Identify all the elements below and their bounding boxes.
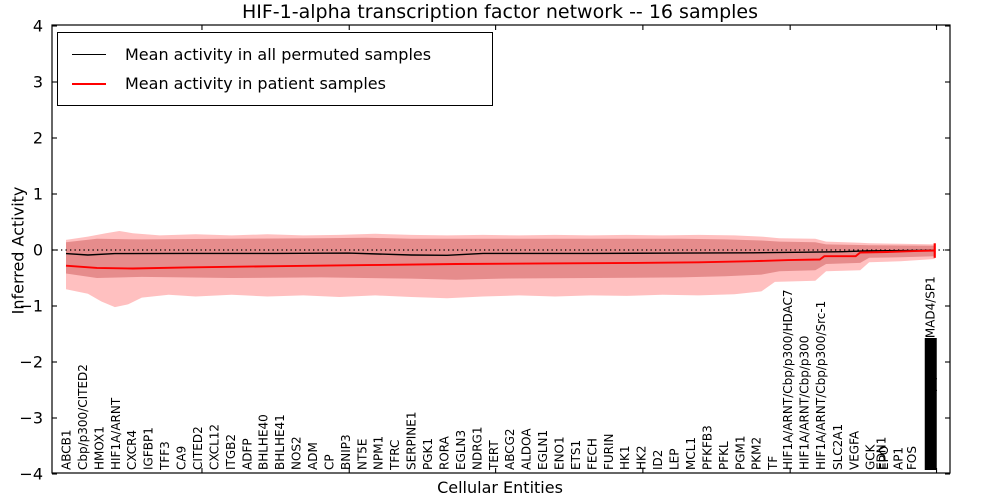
chart-title: HIF-1-alpha transcription factor network… xyxy=(241,1,759,23)
x-tick-label: PGM1 xyxy=(733,435,747,470)
x-tick-label: EDN1 xyxy=(874,437,888,470)
x-tick-label: IGFBP1 xyxy=(142,427,156,470)
x-tick-label: PKM2 xyxy=(750,437,764,470)
x-tick-label: CXCL12 xyxy=(207,424,221,470)
x-tick-label: FURIN xyxy=(602,433,616,470)
permuted-mean-line xyxy=(65,249,935,257)
x-tick-label: HIF1A/ARNT/Cbp/p300/Src-1 xyxy=(814,301,828,470)
x-tick-label-cluster: Cbp/p300/SMAD4/SP1 xyxy=(924,276,938,408)
x-tick-label: FECH xyxy=(585,438,599,470)
x-tick-label: HMOX1 xyxy=(92,426,106,470)
x-tick-label: SERPINE1 xyxy=(405,411,419,470)
x-tick-label: FOS xyxy=(905,446,919,470)
x-tick-label: RORA xyxy=(437,435,451,470)
x-tick-label: ALDOA xyxy=(520,428,534,470)
band-permuted-samples-band xyxy=(66,237,935,280)
x-tick-label: HIF1A/ARNT xyxy=(109,397,123,470)
x-tick-label: EGLN3 xyxy=(454,430,468,470)
legend-entry-permuted: Mean activity in all permuted samples xyxy=(72,40,492,69)
x-tick-label: ADFP xyxy=(240,438,254,470)
x-tick-label: ITGB2 xyxy=(224,434,238,470)
x-tick-label: ABCG2 xyxy=(503,428,517,470)
x-tick-label: SLC2A1 xyxy=(831,424,845,470)
x-tick-label: ID2 xyxy=(651,450,665,470)
band-patient-samples-band xyxy=(66,231,935,308)
y-tick-label: −3 xyxy=(19,409,43,428)
y-tick-label: −1 xyxy=(19,297,43,316)
x-tick-label: EPO xyxy=(877,446,891,470)
y-tick-label: −2 xyxy=(19,353,43,372)
x-tick-label: PGK1 xyxy=(421,438,435,470)
patient-mean-line xyxy=(65,249,935,270)
legend-label-patient: Mean activity in patient samples xyxy=(125,73,386,93)
x-tick-label: ENO1 xyxy=(553,436,567,470)
axes-frame xyxy=(51,24,951,474)
x-tick-label: CITED2 xyxy=(191,426,205,470)
x-tick-label: NT5E xyxy=(355,438,369,470)
x-tick-label: PFKFB3 xyxy=(700,425,714,470)
x-tick-label: TFF3 xyxy=(158,441,172,471)
y-tick-label: 0 xyxy=(33,241,43,260)
x-tick-label: BHLHE41 xyxy=(273,414,287,470)
x-tick-label: LEP xyxy=(668,448,682,470)
x-axis-label: Cellular Entities xyxy=(437,478,563,497)
x-tick-label: ETS1 xyxy=(569,440,583,470)
x-tick-label: HIF1A/ARNT/Cbp/p300 xyxy=(798,336,812,470)
overlapping-labels-smudge xyxy=(924,338,937,470)
x-tick-label: NOS2 xyxy=(290,436,304,470)
x-tick-label: HK1 xyxy=(618,445,632,470)
x-tick-label: HK2 xyxy=(635,445,649,470)
y-tick-label: 3 xyxy=(33,73,43,92)
x-tick-label: ADM xyxy=(306,442,320,470)
x-tick-label: CXCR4 xyxy=(125,430,139,470)
x-tick-label: Cbp/p300/CITED2 xyxy=(76,364,90,470)
y-tick-label: 4 xyxy=(33,17,43,36)
patient-line-swatch xyxy=(72,82,106,85)
x-tick-label: GCK xyxy=(864,443,878,470)
x-tick-label: TERT xyxy=(487,440,501,471)
x-tick-label: CP xyxy=(322,454,336,470)
x-tick-label: EGLN1 xyxy=(536,430,550,470)
x-tick-label: BNIP3 xyxy=(339,434,353,470)
legend-entry-patient: Mean activity in patient samples xyxy=(72,69,492,98)
legend-label-permuted: Mean activity in all permuted samples xyxy=(125,44,432,64)
permuted-line-swatch xyxy=(72,54,106,55)
x-tick-label: NDRG1 xyxy=(470,427,484,471)
y-tick-label: 2 xyxy=(33,129,43,148)
x-tick-label: ABCB1 xyxy=(60,430,74,470)
x-tick-label: TF xyxy=(766,456,780,471)
legend-box: Mean activity in all permuted samples Me… xyxy=(57,32,493,106)
x-tick-label: NPM1 xyxy=(372,436,386,470)
y-axis-label: Inferred Activity xyxy=(8,186,28,315)
x-tick-label: PFKL xyxy=(717,441,731,470)
x-tick-label: TFRC xyxy=(388,440,402,471)
x-tick-label: CA9 xyxy=(175,446,189,470)
x-tick-label: HIF1A/ARNT/Cbp/p300/HDAC7 xyxy=(781,289,795,470)
x-tick-label: AP1 xyxy=(891,447,905,470)
y-tick-label: 1 xyxy=(33,185,43,204)
x-tick-label: BHLHE40 xyxy=(257,414,271,470)
x-tick-label: VEGFA xyxy=(847,430,861,470)
x-tick-label: MCL1 xyxy=(684,437,698,470)
y-tick-label: −4 xyxy=(19,465,43,484)
